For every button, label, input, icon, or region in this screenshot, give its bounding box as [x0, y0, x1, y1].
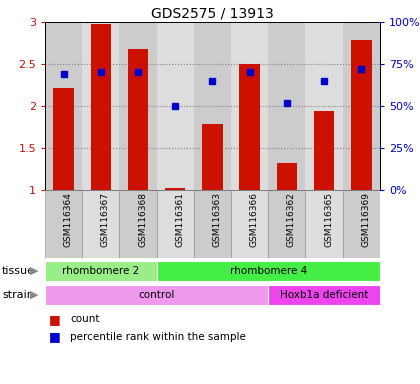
Text: ■: ■ — [49, 313, 61, 326]
Bar — [314, 111, 334, 190]
Text: ▶: ▶ — [30, 266, 39, 276]
Text: GSM116368: GSM116368 — [138, 192, 147, 247]
Bar — [82, 22, 119, 190]
Text: tissue: tissue — [2, 266, 35, 276]
Bar — [305, 190, 343, 258]
Bar — [157, 190, 194, 258]
Text: percentile rank within the sample: percentile rank within the sample — [70, 331, 246, 341]
Bar — [45, 22, 82, 190]
Bar — [231, 190, 268, 258]
Bar — [45, 285, 268, 305]
Bar — [202, 124, 223, 190]
Bar — [157, 22, 194, 190]
Bar — [45, 261, 157, 281]
Bar — [277, 163, 297, 190]
Bar — [268, 285, 380, 305]
Bar — [128, 49, 148, 190]
Text: GSM116365: GSM116365 — [324, 192, 333, 247]
Bar — [305, 22, 343, 190]
Text: GSM116366: GSM116366 — [249, 192, 259, 247]
Bar — [239, 64, 260, 190]
Bar — [157, 261, 380, 281]
Bar — [268, 190, 305, 258]
Bar — [119, 22, 157, 190]
Text: rhombomere 2: rhombomere 2 — [62, 266, 139, 276]
Bar — [82, 190, 119, 258]
Bar — [45, 190, 82, 258]
Text: GSM116361: GSM116361 — [175, 192, 184, 247]
Text: GSM116367: GSM116367 — [101, 192, 110, 247]
Text: control: control — [139, 290, 175, 300]
Bar — [194, 190, 231, 258]
Bar — [53, 88, 74, 190]
Text: rhombomere 4: rhombomere 4 — [230, 266, 307, 276]
Title: GDS2575 / 13913: GDS2575 / 13913 — [151, 7, 274, 21]
Text: ■: ■ — [49, 330, 61, 343]
Text: GSM116362: GSM116362 — [287, 192, 296, 247]
Bar — [343, 22, 380, 190]
Bar — [231, 22, 268, 190]
Text: GSM116364: GSM116364 — [63, 192, 73, 247]
Text: ▶: ▶ — [30, 290, 39, 300]
Bar — [194, 22, 231, 190]
Text: GSM116369: GSM116369 — [361, 192, 370, 247]
Bar — [268, 22, 305, 190]
Bar — [119, 190, 157, 258]
Bar — [91, 24, 111, 190]
Text: count: count — [70, 314, 100, 324]
Text: Hoxb1a deficient: Hoxb1a deficient — [280, 290, 368, 300]
Bar — [343, 190, 380, 258]
Text: strain: strain — [2, 290, 34, 300]
Bar — [351, 40, 372, 190]
Bar — [165, 188, 186, 190]
Text: GSM116363: GSM116363 — [213, 192, 221, 247]
